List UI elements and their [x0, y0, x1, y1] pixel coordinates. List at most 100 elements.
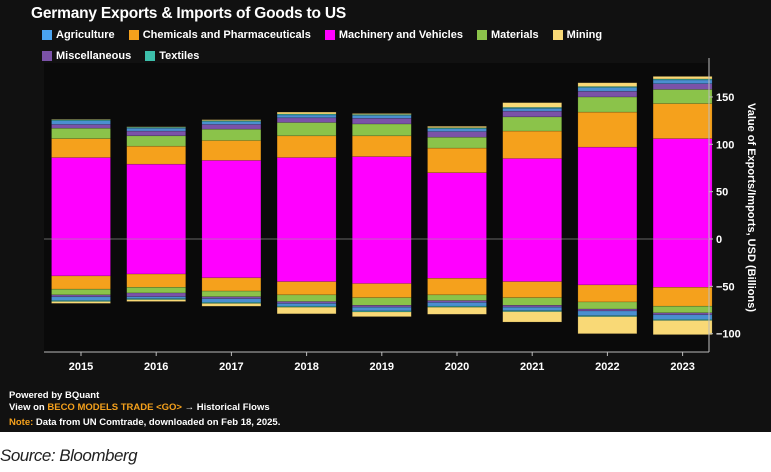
chart-title: Germany Exports & Imports of Goods to US [31, 5, 346, 22]
bar-segment-2022-agriculture-positive [577, 87, 638, 92]
view-suffix: → Historical Flows [181, 402, 270, 413]
bar-segment-2023-machinery-and-vehicles-positive [652, 138, 713, 240]
bar-segment-2017-machinery-and-vehicles-positive [201, 160, 262, 240]
bar-segment-2018-agriculture-positive [276, 114, 337, 119]
legend-label: Machinery and Vehicles [338, 28, 463, 41]
bar-segment-2015-miscellaneous-positive [51, 124, 111, 129]
bar-segment-2019-materials-positive [351, 123, 412, 137]
legend-item-machinery-and-vehicles[interactable]: Machinery and Vehicles [324, 24, 463, 45]
bar-segment-2019-agriculture-negative [351, 306, 412, 312]
y-tick-label: 100 [716, 139, 734, 151]
legend-item-materials[interactable]: Materials [476, 24, 539, 45]
bar-segment-2023-chemicals-and-pharmaceuticals-negative [652, 286, 713, 307]
x-tick-label: 2020 [445, 361, 469, 373]
x-tick-label: 2023 [670, 361, 694, 373]
legend-label: Chemicals and Pharmaceuticals [142, 28, 311, 41]
bar-segment-2017-miscellaneous-positive [201, 124, 262, 130]
bar-segment-2019-mining-positive [351, 113, 412, 115]
bar-segment-2023-mining-positive [652, 76, 713, 80]
bar-segment-2022-materials-positive [577, 96, 638, 113]
bar-segment-2019-machinery-and-vehicles-positive [351, 156, 412, 240]
bar-segment-2022-chemicals-and-pharmaceuticals-negative [577, 284, 638, 303]
legend-swatch [476, 29, 487, 40]
source-caption: Source: Bloomberg [0, 446, 138, 465]
x-tick-label: 2017 [219, 361, 243, 373]
bar-segment-2018-materials-negative [276, 294, 337, 302]
bar-segment-2023-agriculture-positive [652, 79, 713, 84]
bar-segment-2022-miscellaneous-positive [577, 90, 638, 98]
powered-by: Powered by BQuant [9, 390, 100, 401]
legend-swatch [42, 50, 52, 61]
legend-item-textiles[interactable]: Textiles [145, 45, 199, 66]
bar-segment-2020-materials-negative [427, 294, 487, 301]
bar-segment-2017-chemicals-and-pharmaceuticals-negative [201, 277, 262, 292]
bar-segment-2022-machinery-and-vehicles-positive [577, 146, 638, 240]
footer: Powered by BQuant View on BECO MODELS TR… [9, 390, 280, 429]
bar-segment-2018-chemicals-and-pharmaceuticals-positive [276, 135, 337, 158]
bar-segment-2016-agriculture-positive [126, 127, 186, 132]
note-text: Data from UN Comtrade, downloaded on Feb… [33, 417, 281, 428]
y-tick-label: 50 [716, 187, 728, 199]
bar-segment-2020-chemicals-and-pharmaceuticals-positive [427, 147, 487, 174]
bar-segment-2016-chemicals-and-pharmaceuticals-positive [126, 145, 186, 165]
bar-segment-2020-machinery-and-vehicles-negative [427, 238, 487, 279]
bar-segment-2023-machinery-and-vehicles-negative [652, 238, 713, 288]
bar-segment-2019-materials-negative [351, 297, 412, 306]
bar-segment-2015-chemicals-and-pharmaceuticals-negative [51, 275, 111, 290]
bar-segment-2021-miscellaneous-positive [502, 110, 563, 118]
bar-segment-2018-machinery-and-vehicles-negative [276, 238, 337, 282]
bar-segment-2019-chemicals-and-pharmaceuticals-negative [351, 283, 412, 299]
bar-segment-2018-agriculture-negative [276, 303, 337, 307]
bar-segment-2019-mining-negative [351, 311, 412, 317]
bar-segment-2020-agriculture-positive [427, 128, 487, 132]
bar-segment-2020-mining-negative [427, 306, 487, 315]
bar-segment-2015-materials-negative [51, 288, 111, 296]
bar-segment-2018-chemicals-and-pharmaceuticals-negative [276, 281, 337, 296]
legend-label: Materials [490, 28, 539, 41]
bar-segment-2018-textiles-positive [276, 113, 337, 116]
legend-swatch [42, 29, 52, 40]
bar-segment-2016-mining-negative [126, 299, 186, 302]
bar-segment-2016-materials-negative [126, 286, 186, 294]
legend-item-mining[interactable]: Mining [552, 24, 603, 45]
legend-swatch [145, 50, 156, 61]
bar-segment-2022-materials-negative [577, 301, 638, 310]
bar-segment-2020-mining-positive [427, 126, 487, 129]
bar-segment-2020-materials-positive [427, 136, 487, 149]
bar-segment-2022-mining-positive [577, 82, 638, 87]
legend-item-miscellaneous[interactable]: Miscellaneous [42, 45, 131, 66]
legend-label: Miscellaneous [56, 49, 132, 62]
x-tick-label: 2019 [370, 361, 394, 373]
bar-segment-2021-agriculture-negative [502, 306, 563, 311]
beco-link[interactable]: BECO MODELS TRADE <GO> [47, 402, 182, 413]
bar-segment-2022-chemicals-and-pharmaceuticals-positive [577, 111, 638, 148]
legend-label: Mining [566, 28, 603, 41]
note-line: Note: Data from UN Comtrade, downloaded … [9, 417, 280, 429]
bar-segment-2017-mining-positive [201, 119, 262, 121]
bar-segment-2018-mining-negative [276, 306, 337, 315]
bar-segment-2019-agriculture-positive [351, 115, 412, 119]
y-tick-label: 150 [716, 92, 734, 104]
bar-segment-2015-agriculture-positive [51, 120, 111, 125]
bar-segment-2021-agriculture-positive [502, 108, 563, 112]
bar-segment-2015-machinery-and-vehicles-positive [51, 157, 111, 240]
bar-segment-2021-mining-negative [502, 311, 563, 323]
legend-item-chemicals-and-pharmaceuticals[interactable]: Chemicals and Pharmaceuticals [128, 24, 311, 45]
bar-segment-2015-agriculture-negative [51, 296, 111, 301]
bar-segment-2019-miscellaneous-positive [351, 117, 412, 125]
bar-segment-2021-materials-positive [502, 116, 563, 132]
bar-segment-2017-mining-negative [201, 303, 262, 307]
bar-segment-2016-machinery-and-vehicles-positive [126, 163, 186, 240]
y-tick-label: −100 [716, 329, 741, 341]
bar-segment-2015-textiles-negative [51, 300, 111, 302]
bar-segment-2021-chemicals-and-pharmaceuticals-negative [502, 281, 563, 299]
bar-segment-2020-machinery-and-vehicles-positive [427, 172, 487, 240]
bar-segment-2023-materials-positive [652, 89, 713, 104]
note-label: Note: [9, 417, 34, 428]
view-on-line: View on BECO MODELS TRADE <GO> → Histori… [9, 402, 280, 414]
legend-swatch [128, 29, 139, 40]
bar-segment-2020-agriculture-negative [427, 302, 487, 307]
legend-item-agriculture[interactable]: Agriculture [42, 24, 115, 45]
x-tick-label: 2022 [595, 361, 619, 373]
bar-segment-2021-machinery-and-vehicles-positive [502, 158, 563, 240]
